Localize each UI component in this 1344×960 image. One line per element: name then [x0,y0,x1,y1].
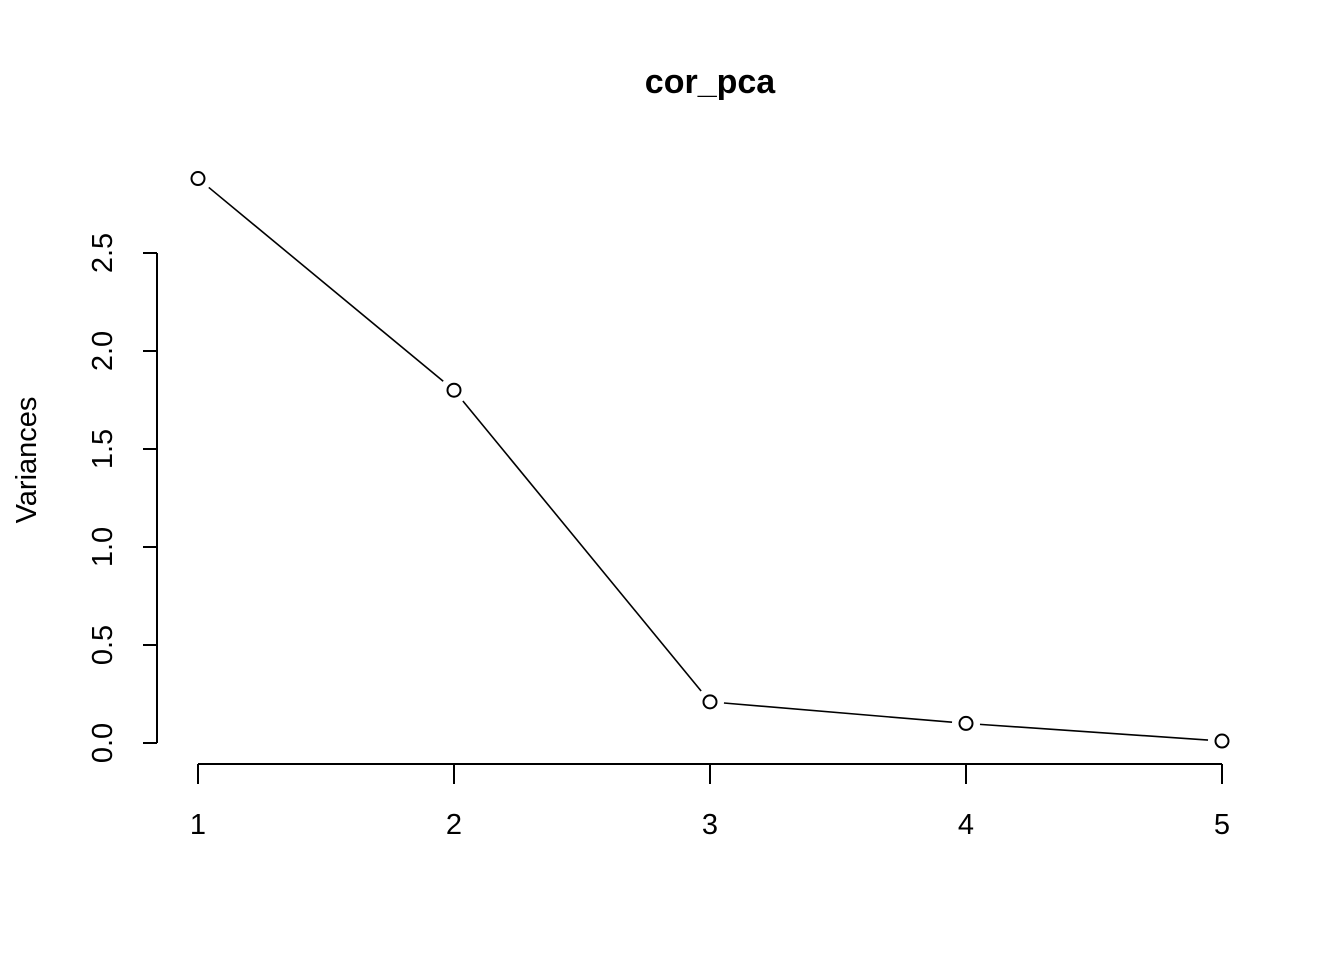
x-axis: 1 2 3 4 5 [190,763,1230,841]
variance-series [190,171,1230,749]
x-tick-label: 1 [190,809,206,841]
x-tick-label: 4 [958,809,974,841]
y-tick-label: 2.5 [87,233,119,273]
y-tick-label: 2.0 [87,331,119,371]
x-tick-label: 3 [702,809,718,841]
data-point [1214,733,1230,749]
x-tick-label: 2 [446,809,462,841]
chart-title: cor_pca [645,63,776,101]
data-point [446,382,462,398]
series-line-segment [462,400,702,692]
y-tick-label: 1.5 [87,429,119,469]
y-tick-label: 0.5 [87,625,119,665]
series-line-segment [208,186,444,382]
y-axis-label: Variances [11,397,43,524]
series-line-segment [979,723,1209,741]
series-line-segment [723,702,953,724]
data-point [190,171,206,187]
data-point [958,715,974,731]
data-point [702,694,718,710]
y-tick-label: 1.0 [87,527,119,567]
y-axis: 0.0 0.5 1.0 1.5 2.0 2.5 [87,233,158,763]
y-tick-label: 0.0 [87,723,119,763]
x-tick-label: 5 [1214,809,1230,841]
